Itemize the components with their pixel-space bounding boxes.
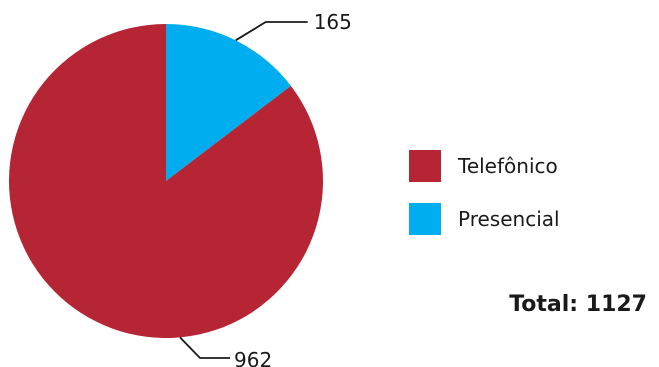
data-label-telefonico: 962 — [234, 348, 272, 367]
pie-slice-presencial — [166, 24, 291, 181]
pie-slices — [9, 24, 324, 338]
legend-item-telefonico: Telefônico — [409, 150, 560, 182]
legend: Telefônico Presencial — [409, 150, 560, 256]
leader-line-presencial — [235, 21, 308, 42]
data-label-presencial: 165 — [314, 10, 352, 34]
legend-label-presencial: Presencial — [458, 207, 560, 231]
leader-line-telefonico — [179, 336, 230, 359]
pie-slice-telefonico — [9, 24, 324, 338]
legend-swatch-presencial — [409, 203, 441, 235]
total-label: Total: 1127 — [509, 292, 647, 317]
legend-label-telefonico: Telefônico — [458, 154, 558, 178]
legend-swatch-telefonico — [409, 150, 441, 182]
legend-item-presencial: Presencial — [409, 203, 560, 235]
